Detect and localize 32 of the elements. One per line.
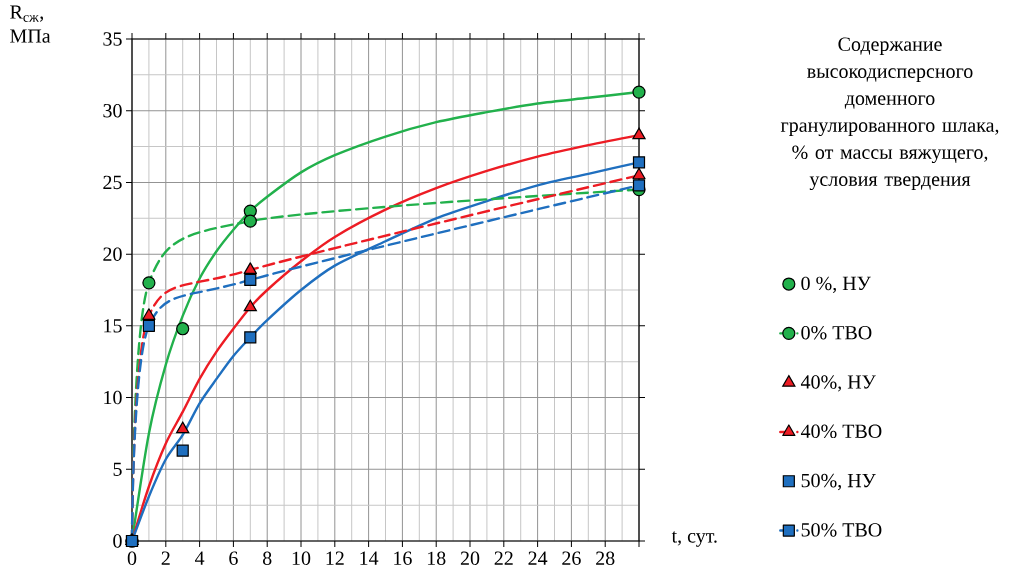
- y-tick-label: 25: [103, 175, 122, 190]
- y-tick-label: 30: [103, 103, 122, 118]
- y-tick-label: 0: [113, 534, 122, 548]
- x-tick-label: 16: [394, 551, 412, 565]
- x-tick-label: 8: [262, 551, 272, 566]
- x-tick-label: 20: [460, 551, 480, 566]
- y-tick-label: 20: [103, 247, 122, 261]
- legend-label: 40%, НУ: [800, 375, 876, 392]
- y-tick-label: 10: [104, 390, 122, 405]
- y-tick-label: 15: [104, 319, 122, 333]
- x-tick-label: 12: [326, 551, 344, 565]
- x-axis-title: t, сут.: [671, 531, 717, 547]
- x-tick-label: 22: [494, 551, 513, 565]
- legend-label: 0 %, НУ: [801, 276, 871, 293]
- legend-label: 40% ТВО: [800, 424, 882, 439]
- y-tick-label: 35: [103, 32, 122, 46]
- x-tick-label: 24: [528, 551, 548, 565]
- y-axis-title: R$_{сж}$, МПа: [10, 5, 51, 43]
- x-tick-label: 14: [360, 551, 379, 565]
- x-tick-label: 10: [292, 551, 311, 566]
- x-tick-label: 0: [127, 551, 137, 566]
- legend-title: Содержание высокодисперсного доменного гранулированного шлака, % от массы вяжущего, условия твердения: [780, 37, 999, 191]
- x-tick-label: 2: [161, 551, 170, 565]
- x-tick-label: 6: [229, 551, 238, 565]
- y-tick-label: 5: [113, 462, 122, 476]
- x-tick-label: 26: [562, 551, 581, 565]
- x-tick-label: 18: [427, 551, 446, 566]
- legend-label: 0% ТВО: [801, 325, 872, 340]
- legend-label: 50%, НУ: [801, 473, 876, 491]
- legend-label: 50% ТВО: [801, 523, 882, 537]
- x-tick-label: 4: [195, 551, 205, 565]
- x-tick-label: 28: [596, 551, 615, 566]
